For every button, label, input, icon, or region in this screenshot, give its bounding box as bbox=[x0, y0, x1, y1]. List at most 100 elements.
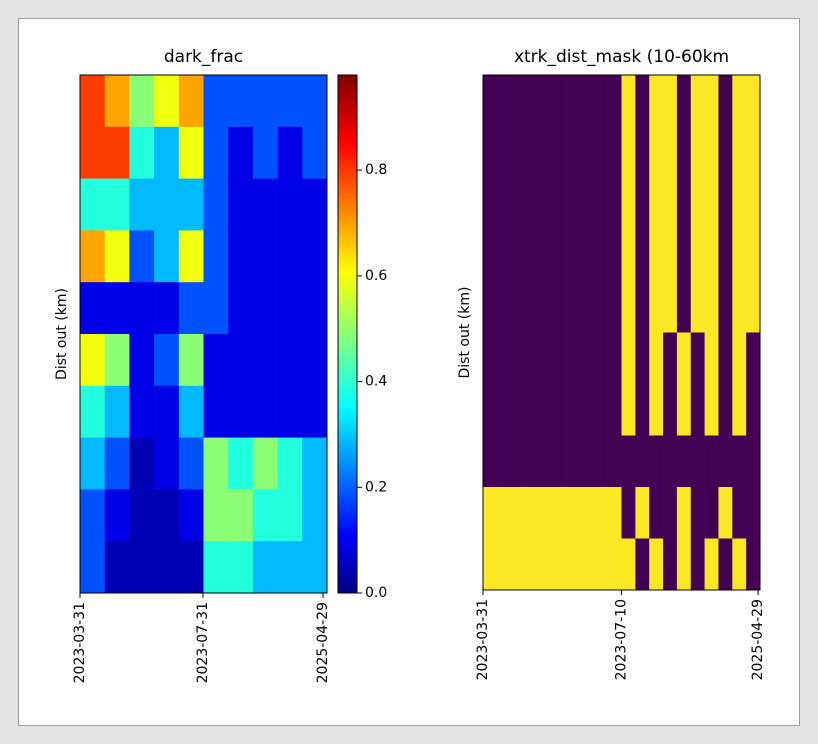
heatmap-cell bbox=[552, 487, 567, 539]
heatmap-cell bbox=[302, 230, 328, 283]
heatmap-cell bbox=[510, 281, 525, 333]
heatmap-cell bbox=[663, 281, 678, 333]
heatmap-cell bbox=[524, 332, 539, 385]
heatmap-cell bbox=[676, 435, 692, 488]
heatmap-cell bbox=[552, 229, 567, 282]
heatmap-cell bbox=[621, 229, 636, 282]
heatmap-cell bbox=[80, 385, 105, 438]
heatmap-cell bbox=[252, 178, 278, 231]
heatmap-cell bbox=[178, 282, 204, 335]
heatmap-cell bbox=[203, 178, 229, 231]
heatmap-cell bbox=[704, 435, 719, 488]
heatmap-cell bbox=[496, 229, 511, 282]
heatmap-cell bbox=[538, 384, 553, 436]
heatmap-cell bbox=[203, 230, 229, 283]
heatmap-cell bbox=[510, 435, 525, 488]
x-tick-label: 2025-04-29 bbox=[315, 602, 331, 683]
heatmap-cell bbox=[718, 229, 733, 282]
heatmap-cell bbox=[496, 75, 511, 127]
heatmap-cell bbox=[593, 384, 608, 436]
heatmap-cell bbox=[579, 384, 595, 436]
heatmap-cell bbox=[732, 178, 747, 230]
heatmap-cell bbox=[154, 541, 180, 594]
heatmap-cell bbox=[621, 538, 636, 591]
heatmap-cell bbox=[635, 487, 650, 539]
heatmap-cell bbox=[579, 126, 595, 179]
colorbar-tick-label: 0.4 bbox=[365, 374, 387, 390]
heatmap-cell bbox=[496, 332, 511, 385]
heatmap-cell bbox=[552, 75, 567, 127]
heatmap-cell bbox=[704, 178, 719, 230]
heatmap-cell bbox=[252, 385, 278, 438]
heatmap-cell bbox=[607, 384, 622, 436]
y-axis-label: Dist out (km) bbox=[457, 287, 473, 379]
heatmap-cell bbox=[635, 435, 650, 488]
heatmap-cell bbox=[704, 487, 719, 539]
heatmap-cell bbox=[732, 435, 747, 488]
heatmap-cell bbox=[538, 538, 553, 591]
heatmap-cell bbox=[635, 384, 650, 436]
heatmap-cell bbox=[178, 334, 204, 387]
heatmap-cell bbox=[252, 75, 278, 128]
heatmap-cell bbox=[302, 178, 328, 231]
colorbar-tick-label: 0.0 bbox=[365, 585, 387, 601]
heatmap-cell bbox=[203, 282, 229, 335]
heatmap-cell bbox=[746, 332, 761, 385]
heatmap-cell bbox=[704, 384, 719, 436]
heatmap-cell bbox=[676, 487, 692, 539]
heatmap-cell bbox=[483, 435, 498, 488]
heatmap-cell bbox=[104, 75, 130, 128]
heatmap-cell bbox=[252, 282, 278, 335]
heatmap-cell bbox=[649, 487, 664, 539]
heatmap-cell bbox=[649, 229, 664, 282]
heatmap-cell bbox=[154, 437, 180, 490]
heatmap-cell bbox=[718, 384, 733, 436]
heatmap-cell bbox=[252, 437, 278, 490]
heatmap-cell bbox=[663, 229, 678, 282]
heatmap-cell bbox=[252, 489, 278, 542]
heatmap-cell bbox=[510, 487, 525, 539]
heatmap-cell bbox=[277, 230, 303, 283]
heatmap-cell bbox=[178, 541, 204, 594]
heatmap-cell bbox=[228, 334, 254, 387]
heatmap-cell bbox=[302, 126, 328, 179]
heatmap-cell bbox=[635, 538, 650, 591]
heatmap-cell bbox=[524, 229, 539, 282]
heatmap-cell bbox=[635, 126, 650, 179]
heatmap-cell bbox=[104, 178, 130, 231]
heatmap-cell bbox=[302, 541, 328, 594]
heatmap-cell bbox=[228, 282, 254, 335]
heatmap-cell bbox=[510, 178, 525, 230]
heatmap-cell bbox=[483, 178, 498, 230]
heatmap-cell bbox=[663, 75, 678, 127]
heatmap-cell bbox=[718, 538, 733, 591]
heatmap-cell bbox=[649, 435, 664, 488]
heatmap-cell bbox=[676, 332, 692, 385]
heatmap-cell bbox=[690, 178, 705, 230]
colorbar-tick-label: 0.6 bbox=[365, 268, 387, 284]
heatmap-cell bbox=[593, 75, 608, 127]
heatmap-cell bbox=[746, 384, 761, 436]
heatmap-cell bbox=[129, 178, 155, 231]
heatmap-cell bbox=[732, 229, 747, 282]
heatmap-cell bbox=[154, 75, 180, 128]
heatmap-cell bbox=[496, 178, 511, 230]
heatmap-cell bbox=[746, 487, 761, 539]
heatmap-cell bbox=[496, 435, 511, 488]
heatmap-cell bbox=[718, 126, 733, 179]
heatmap-cell bbox=[607, 75, 622, 127]
heatmap-cell bbox=[154, 334, 180, 387]
heatmap-cell bbox=[607, 487, 622, 539]
heatmap-cell bbox=[718, 281, 733, 333]
heatmap-cell bbox=[690, 126, 705, 179]
heatmap-cell bbox=[690, 332, 705, 385]
heatmap-cell bbox=[203, 541, 229, 594]
heatmap-cell bbox=[302, 437, 328, 490]
heatmap-cell bbox=[510, 75, 525, 127]
heatmap-cell bbox=[704, 538, 719, 591]
heatmap-cell bbox=[593, 178, 608, 230]
x-tick-label: 2023-07-31 bbox=[195, 602, 211, 683]
heatmap-cell bbox=[129, 385, 155, 438]
